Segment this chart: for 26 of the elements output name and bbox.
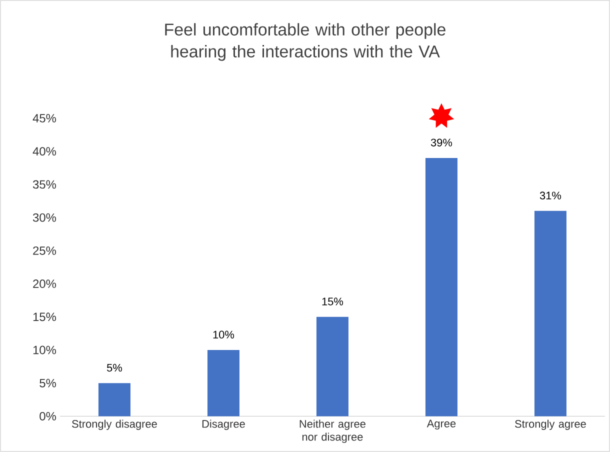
y-tick-label: 0% [40,412,56,420]
y-tick-label: 30% [32,213,56,222]
y-tick-label: 5% [40,378,56,388]
x-tick-label: Strongly disagree [72,420,157,430]
x-tick-label: Strongly agree [515,420,586,430]
x-tick-label: Disagree [202,420,245,430]
y-tick-label: 45% [32,114,56,122]
bar [207,350,240,416]
y-tick-label: 35% [32,180,56,189]
bar [534,210,566,416]
y-tick-label: 15% [33,312,56,322]
y-tick-label: 25% [33,246,56,255]
x-tick-label: Neither agree nor disagree [300,420,366,443]
bar [98,383,130,416]
bar [425,158,458,416]
y-tick-label: 10% [33,346,56,354]
bar [316,316,348,416]
data-label: 5% [106,364,122,372]
data-label: 39% [430,138,452,146]
x-tick-label: Agree [426,420,456,430]
y-tick-label: 40% [32,147,56,156]
data-label: 10% [213,330,234,338]
chart-title: Feel uncomfortable with other people hearing the interactions with the VA [165,23,446,61]
y-tick-label: 20% [33,280,56,288]
data-label: 15% [322,298,344,306]
data-label: 31% [540,192,562,200]
